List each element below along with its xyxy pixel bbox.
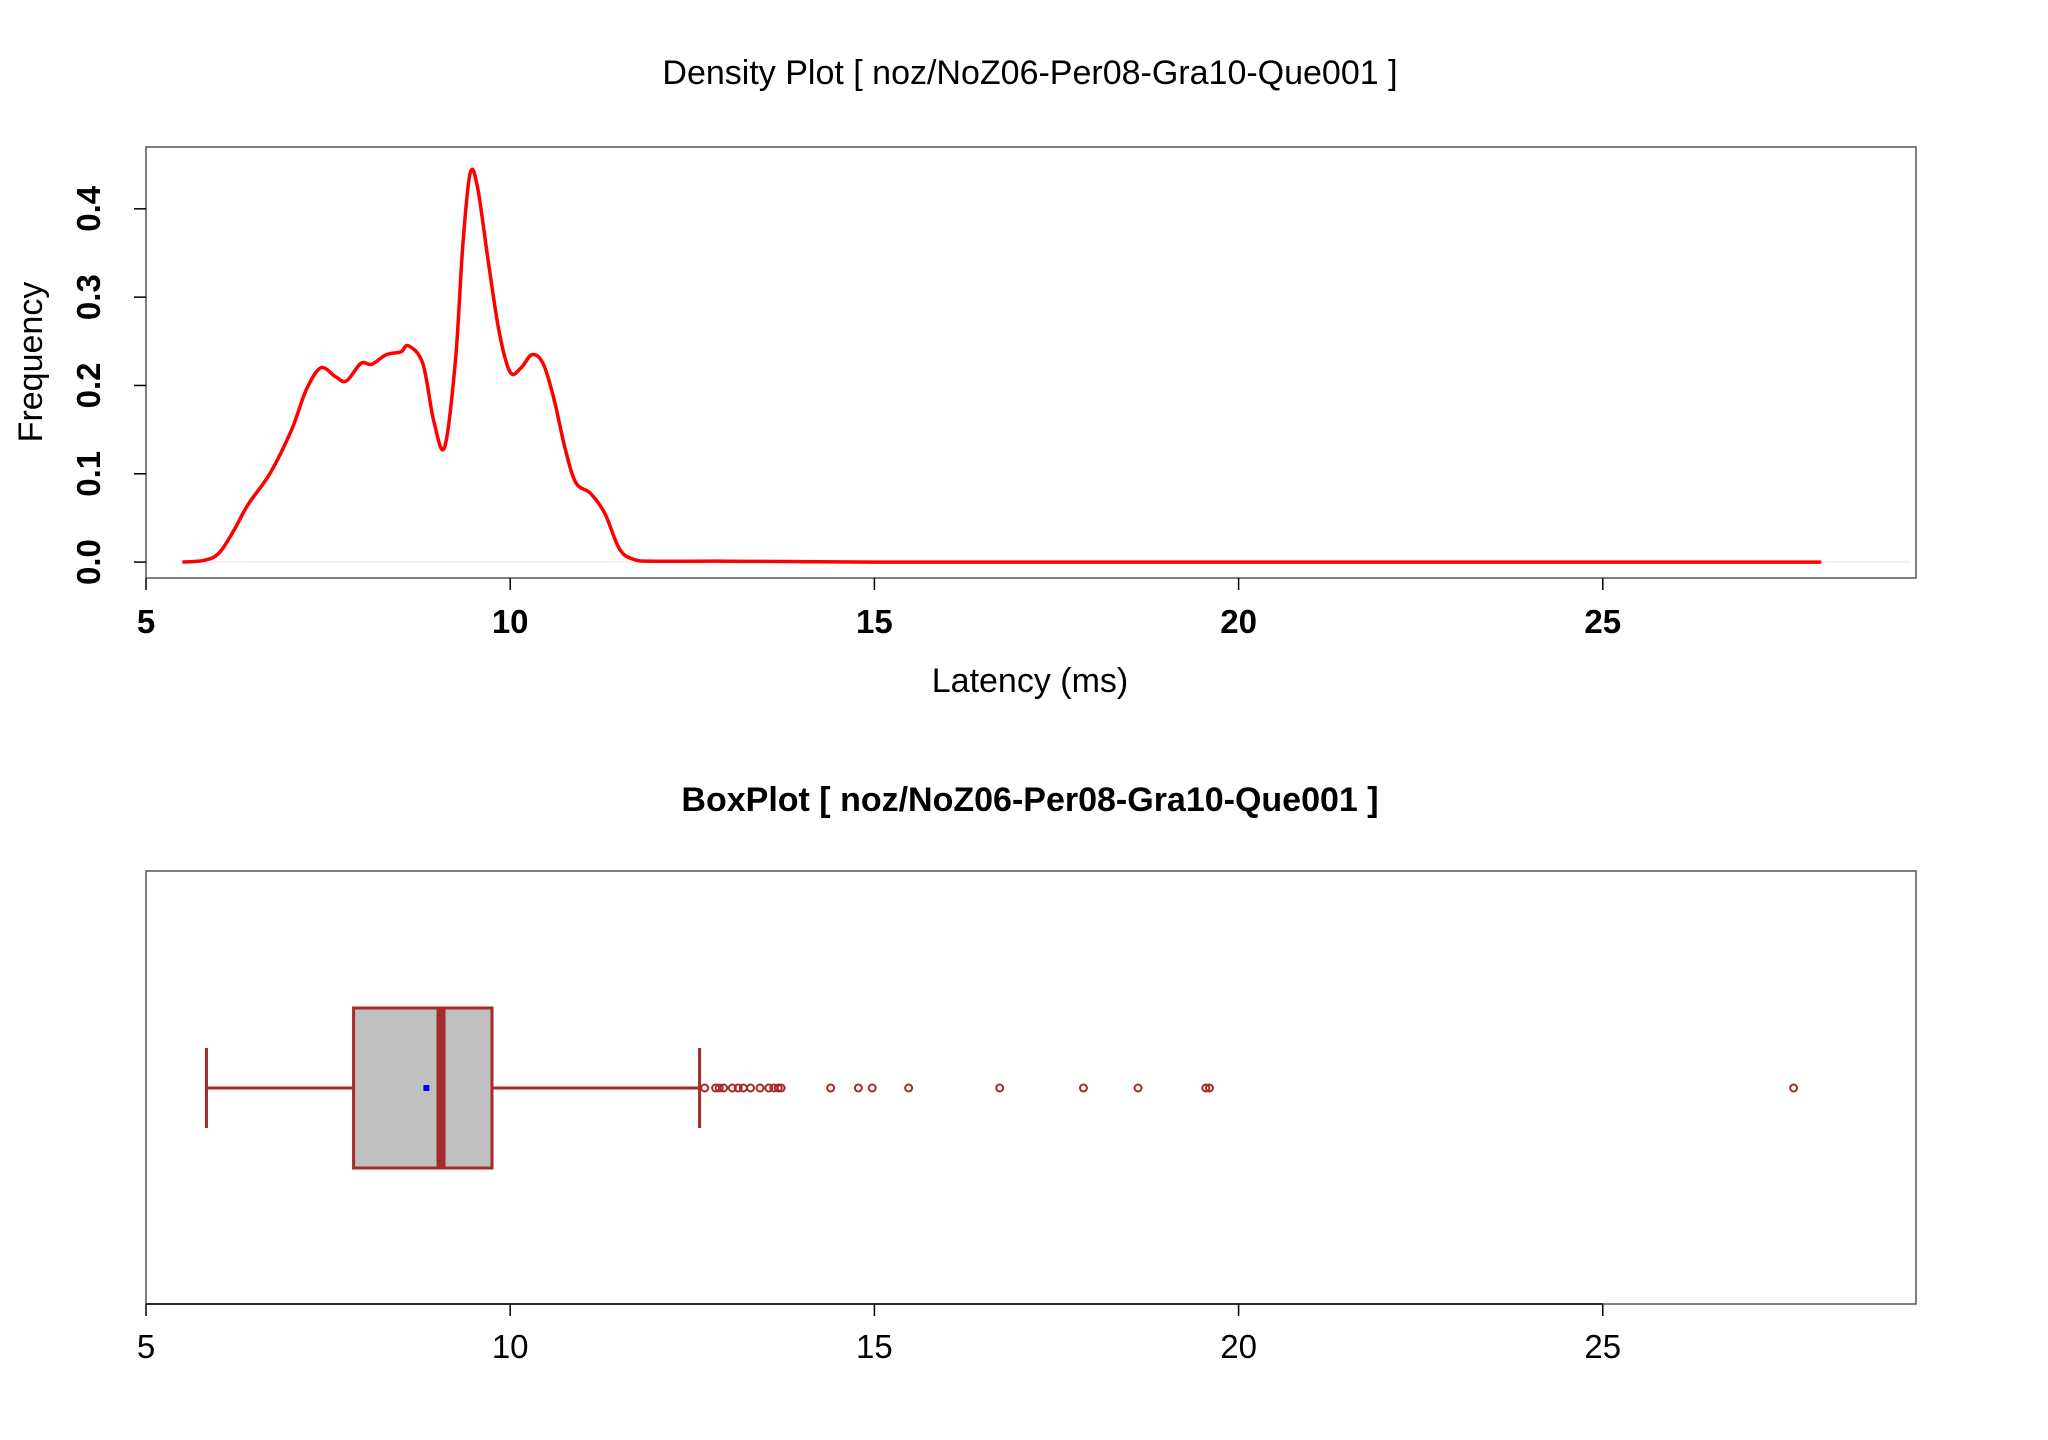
- density-panel: Density Plot [ noz/NoZ06-Per08-Gra10-Que…: [12, 54, 1917, 700]
- box-x-tick-label: 10: [492, 1328, 529, 1365]
- density-x-axis-title: Latency (ms): [932, 662, 1129, 700]
- density-x-tick-label: 10: [492, 603, 529, 640]
- box-x-tick-label: 25: [1584, 1328, 1621, 1365]
- outlier-point: [1133, 1083, 1143, 1093]
- outlier-point: [746, 1083, 756, 1093]
- outlier-point: [1789, 1083, 1799, 1093]
- density-y-axis: 0.0 0.1 0.2 0.3 0.4: [70, 185, 146, 585]
- outlier-point: [773, 1083, 783, 1093]
- outlier-point: [1201, 1083, 1211, 1093]
- outlier-point: [755, 1083, 765, 1093]
- outlier-point: [1078, 1083, 1088, 1093]
- density-x-tick-label: 15: [856, 603, 893, 640]
- outlier-point: [904, 1083, 914, 1093]
- density-y-tick-label: 0.1: [70, 451, 107, 497]
- outlier-point: [711, 1083, 721, 1093]
- density-x-axis: 5 10 15 20 25: [137, 578, 1621, 640]
- density-x-tick-label: 20: [1220, 603, 1257, 640]
- box-x-tick-label: 5: [137, 1328, 155, 1365]
- density-y-tick-label: 0.0: [70, 539, 107, 585]
- density-y-axis-title: Frequency: [12, 282, 50, 443]
- outlier-point: [995, 1083, 1005, 1093]
- box-panel: BoxPlot [ noz/NoZ06-Per08-Gra10-Que001 ]…: [137, 781, 1917, 1365]
- density-x-tick-label: 5: [137, 603, 155, 640]
- outlier-point: [719, 1083, 729, 1093]
- outlier-point: [727, 1083, 737, 1093]
- box-x-tick-label: 20: [1220, 1328, 1257, 1365]
- outlier-point: [1204, 1083, 1214, 1093]
- interquartile-box: [352, 1006, 494, 1170]
- density-title: Density Plot [ noz/NoZ06-Per08-Gra10-Que…: [662, 54, 1397, 92]
- outlier-point: [776, 1083, 786, 1093]
- box-title: BoxPlot [ noz/NoZ06-Per08-Gra10-Que001 ]: [681, 781, 1378, 819]
- outlier-point: [826, 1083, 836, 1093]
- outlier-point: [733, 1083, 743, 1093]
- outlier-point: [853, 1083, 863, 1093]
- density-y-tick-label: 0.2: [70, 363, 107, 409]
- box-glyph: [204, 1006, 1799, 1170]
- density-y-tick-label: 0.3: [70, 274, 107, 320]
- density-series-line: [182, 167, 1822, 564]
- mean-marker: [423, 1085, 430, 1091]
- box-x-axis: 5 10 15 20 25: [137, 1303, 1621, 1365]
- density-x-tick-label: 25: [1584, 603, 1621, 640]
- density-y-tick-label: 0.4: [70, 185, 107, 232]
- outlier-point: [867, 1083, 877, 1093]
- outlier-point: [714, 1083, 724, 1093]
- outlier-point: [764, 1083, 774, 1093]
- density-plot-frame: [145, 146, 1917, 579]
- outlier-point: [700, 1083, 710, 1093]
- box-x-tick-label: 15: [856, 1328, 893, 1365]
